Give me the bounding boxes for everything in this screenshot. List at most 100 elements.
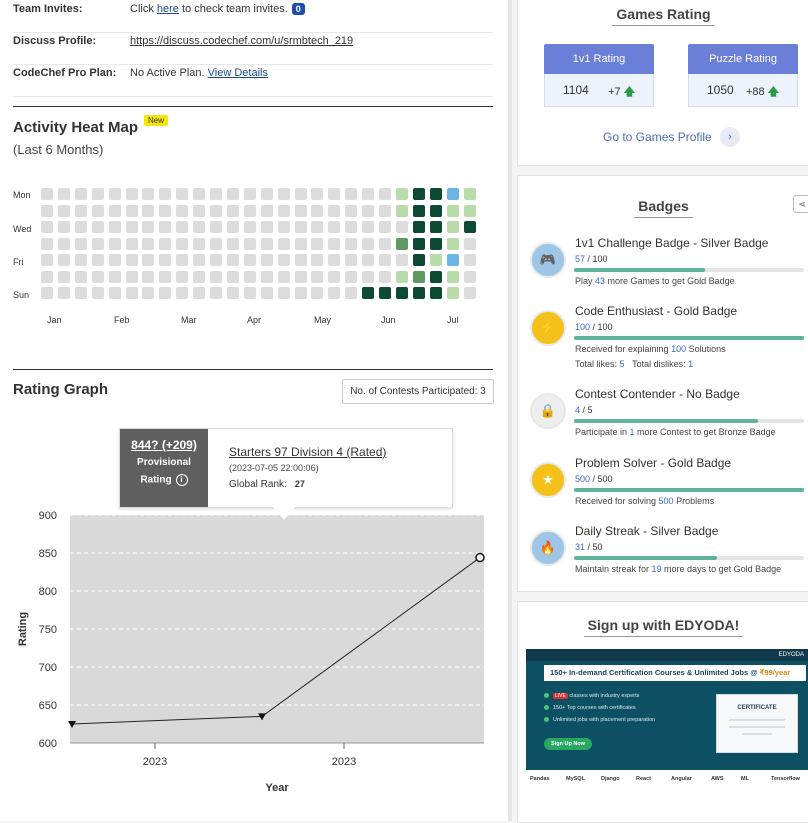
heatmap-cell[interactable]: [91, 254, 104, 266]
heatmap-cell[interactable]: [277, 270, 290, 283]
heatmap-cell[interactable]: [142, 204, 155, 217]
heatmap-cell[interactable]: [226, 254, 239, 266]
heatmap-cell[interactable]: [74, 254, 87, 266]
heatmap-cell[interactable]: [260, 254, 273, 266]
heatmap-cell[interactable]: [294, 270, 307, 283]
heatmap-cell[interactable]: [395, 221, 408, 233]
heatmap-cell[interactable]: [395, 254, 408, 266]
heatmap-cell[interactable]: [328, 237, 341, 250]
heatmap-cell[interactable]: [379, 221, 391, 233]
heatmap-cell[interactable]: [345, 204, 358, 217]
heatmap-cell[interactable]: [142, 188, 155, 200]
heatmap-cell[interactable]: [345, 254, 358, 266]
heatmap-cell[interactable]: [91, 287, 104, 299]
heatmap-cell[interactable]: [125, 287, 138, 299]
heatmap-cell[interactable]: [108, 237, 121, 250]
heatmap-cell[interactable]: [125, 237, 138, 250]
heatmap-cell[interactable]: [277, 237, 290, 250]
heatmap-cell[interactable]: [74, 287, 87, 299]
heatmap-cell[interactable]: [74, 270, 87, 283]
heatmap-cell[interactable]: [142, 270, 155, 283]
heatmap-cell[interactable]: [108, 188, 121, 200]
info-icon[interactable]: i: [175, 474, 188, 486]
heatmap-cell[interactable]: [108, 254, 121, 266]
go-to-games-profile-link[interactable]: Go to Games Profile: [603, 130, 712, 144]
heatmap-cell[interactable]: [176, 237, 189, 250]
heatmap-cell[interactable]: [395, 204, 408, 217]
heatmap-cell[interactable]: [463, 287, 476, 299]
heatmap-cell[interactable]: [159, 188, 172, 200]
heatmap-cell[interactable]: [176, 270, 189, 283]
heatmap-cell[interactable]: [328, 221, 341, 233]
share-icon[interactable]: ⋖: [793, 195, 808, 213]
heatmap-cell[interactable]: [412, 204, 425, 217]
heatmap-cell[interactable]: [412, 270, 425, 283]
heatmap-cell[interactable]: [446, 254, 459, 266]
heatmap-cell[interactable]: [74, 221, 87, 233]
heatmap-cell[interactable]: [345, 270, 358, 283]
heatmap-cell[interactable]: [41, 221, 53, 233]
heatmap-cell[interactable]: [125, 254, 138, 266]
heatmap-cell[interactable]: [446, 237, 459, 250]
heatmap-cell[interactable]: [41, 237, 53, 250]
heatmap-cell[interactable]: [176, 287, 189, 299]
heatmap-cell[interactable]: [379, 287, 391, 299]
heatmap-cell[interactable]: [362, 204, 375, 217]
team-invites-link[interactable]: here: [156, 3, 179, 15]
heatmap-cell[interactable]: [91, 188, 104, 200]
heatmap-cell[interactable]: [125, 204, 138, 217]
view-details-link[interactable]: View Details: [207, 67, 268, 79]
heatmap-cell[interactable]: [260, 188, 273, 200]
heatmap-cell[interactable]: [226, 188, 239, 200]
heatmap-cell[interactable]: [260, 287, 273, 299]
heatmap-cell[interactable]: [108, 287, 121, 299]
heatmap-cell[interactable]: [412, 221, 425, 233]
heatmap-cell[interactable]: [294, 204, 307, 217]
heatmap-cell[interactable]: [345, 188, 358, 200]
heatmap-cell[interactable]: [159, 287, 172, 299]
heatmap-cell[interactable]: [41, 287, 53, 299]
heatmap-cell[interactable]: [294, 287, 307, 299]
heatmap-cell[interactable]: [260, 221, 273, 233]
heatmap-cell[interactable]: [142, 237, 155, 250]
heatmap-cell[interactable]: [362, 254, 375, 266]
heatmap-cell[interactable]: [260, 204, 273, 217]
heatmap-cell[interactable]: [193, 204, 206, 217]
heatmap-cell[interactable]: [193, 188, 206, 200]
heatmap-cell[interactable]: [57, 237, 70, 250]
heatmap-cell[interactable]: [446, 221, 459, 233]
heatmap-cell[interactable]: [395, 287, 408, 299]
heatmap-cell[interactable]: [294, 237, 307, 250]
heatmap-cell[interactable]: [429, 237, 442, 250]
heatmap-cell[interactable]: [193, 270, 206, 283]
heatmap-cell[interactable]: [429, 270, 442, 283]
heatmap-cell[interactable]: [57, 221, 70, 233]
heatmap-cell[interactable]: [243, 254, 256, 266]
heatmap-cell[interactable]: [142, 221, 155, 233]
heatmap-cell[interactable]: [159, 221, 172, 233]
heatmap-cell[interactable]: [41, 270, 53, 283]
heatmap-cell[interactable]: [159, 204, 172, 217]
heatmap-cell[interactable]: [57, 287, 70, 299]
heatmap-cell[interactable]: [74, 237, 87, 250]
heatmap-cell[interactable]: [463, 270, 476, 283]
heatmap-cell[interactable]: [260, 237, 273, 250]
heatmap-cell[interactable]: [41, 254, 53, 266]
heatmap-cell[interactable]: [226, 270, 239, 283]
heatmap-cell[interactable]: [429, 204, 442, 217]
heatmap-cell[interactable]: [108, 204, 121, 217]
heatmap-cell[interactable]: [311, 287, 324, 299]
heatmap-cell[interactable]: [345, 237, 358, 250]
discuss-profile-link[interactable]: https://discuss.codechef.com/u/srmbtech_…: [130, 35, 354, 47]
heatmap-cell[interactable]: [429, 287, 442, 299]
heatmap-cell[interactable]: [193, 254, 206, 266]
heatmap-cell[interactable]: [311, 254, 324, 266]
heatmap-cell[interactable]: [176, 254, 189, 266]
heatmap-cell[interactable]: [328, 254, 341, 266]
heatmap-cell[interactable]: [91, 204, 104, 217]
heatmap-cell[interactable]: [57, 270, 70, 283]
heatmap-cell[interactable]: [108, 270, 121, 283]
heatmap-cell[interactable]: [294, 221, 307, 233]
heatmap-cell[interactable]: [243, 237, 256, 250]
heatmap-cell[interactable]: [125, 270, 138, 283]
